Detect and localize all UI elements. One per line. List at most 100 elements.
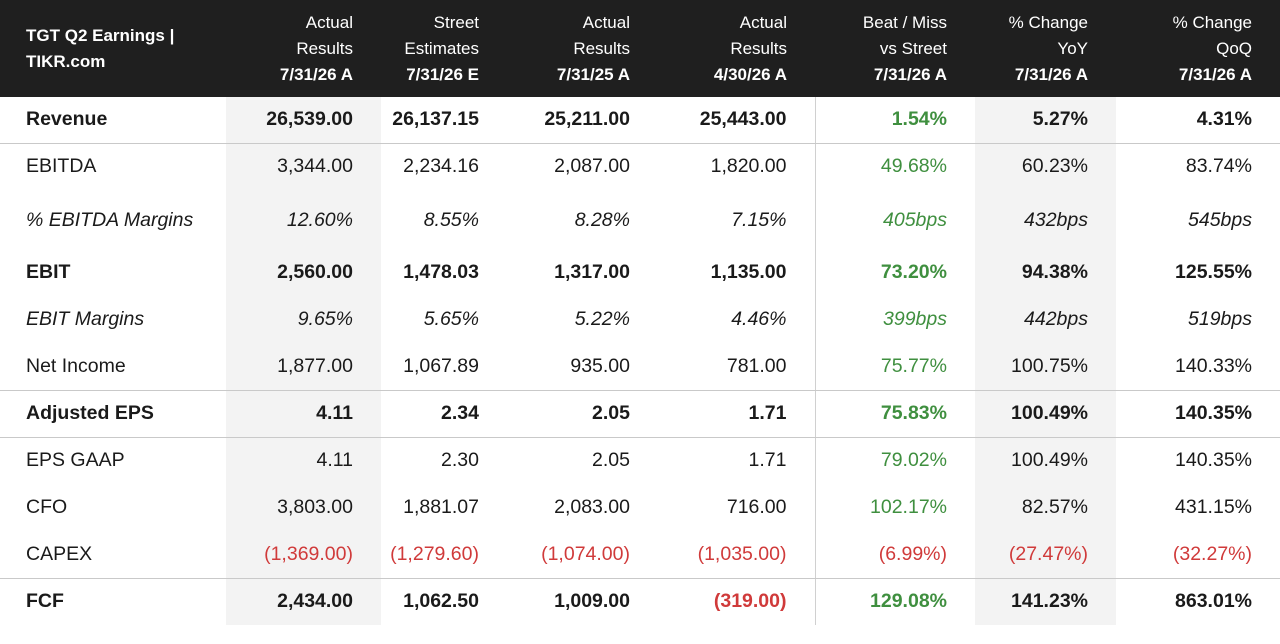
cell-estimate: 1,062.50 [403, 590, 479, 613]
row-label: EPS GAAP [26, 449, 125, 472]
cell-prior-year: 25,211.00 [507, 97, 658, 144]
cell-qoq: 83.74% [1185, 155, 1252, 178]
cell-estimate: 2.34 [381, 390, 507, 438]
table-row-ebitda-margins: % EBITDA Margins 12.60% 8.55% 8.28% 7.15… [0, 190, 1280, 249]
row-label: EBITDA [26, 155, 97, 178]
cell-qoq: (32.27%) [1116, 531, 1280, 579]
col-header-line1: Street [433, 12, 479, 32]
cell-prior-year: 5.22% [574, 308, 630, 330]
cell-estimate: 1,881.07 [403, 496, 479, 518]
cell-estimate: (1,279.60) [381, 531, 507, 579]
cell-actual: 2,560.00 [226, 249, 381, 296]
row-label: EBIT [26, 261, 71, 283]
cell-yoy: (27.47%) [975, 531, 1116, 579]
cell-prior-quarter: 1.71 [658, 390, 815, 438]
col-header-date: 7/31/26 E [406, 64, 479, 84]
table-row-eps-gaap: EPS GAAP 4.11 2.30 2.05 1.71 79.02% 100.… [0, 437, 1280, 484]
cell-qoq: 140.33% [1116, 343, 1280, 391]
cell-yoy: 141.23% [975, 578, 1116, 625]
cell-yoy: 60.23% [975, 143, 1116, 190]
cell-estimate: 1,478.03 [403, 261, 479, 283]
cell-estimate: 2,234.16 [403, 155, 479, 178]
cell-yoy: 442bps [975, 296, 1116, 343]
cell-prior-quarter: 25,443.00 [658, 97, 815, 144]
row-label: CFO [26, 496, 68, 518]
cell-estimate: 8.55% [423, 208, 479, 231]
cell-yoy: 100.75% [975, 343, 1116, 391]
col-header-actual-q1-26: Actual Results 4/30/26 A [658, 0, 815, 97]
cell-prior-quarter: 1,135.00 [710, 261, 787, 283]
cell-qoq: 140.35% [1116, 390, 1280, 438]
cell-prior-quarter: 4.46% [731, 308, 787, 330]
cell-prior-quarter: 781.00 [658, 343, 815, 391]
col-header-line1: % Change [1008, 12, 1088, 32]
col-header-line1: Beat / Miss [862, 12, 947, 32]
cell-beat-miss: 102.17% [814, 484, 975, 531]
col-header-line1: % Change [1172, 12, 1252, 32]
col-header-line2: Results [730, 38, 787, 58]
col-header-line2: vs Street [879, 38, 947, 58]
cell-actual: 2,434.00 [226, 578, 381, 625]
cell-actual: 9.65% [226, 296, 381, 343]
cell-prior-year: 1,317.00 [554, 261, 630, 283]
cell-prior-year: 2.05 [507, 390, 658, 438]
col-header-beat-miss: Beat / Miss vs Street 7/31/26 A [815, 0, 975, 97]
cell-beat-miss: (6.99%) [814, 531, 975, 579]
cell-actual: (1,369.00) [226, 531, 381, 579]
col-header-date: 4/30/26 A [713, 64, 787, 84]
row-label: EBIT Margins [26, 308, 145, 330]
title-line-1: TGT Q2 Earnings | [26, 25, 175, 45]
col-header-line2: Results [296, 38, 353, 58]
cell-prior-quarter: 7.15% [731, 208, 787, 231]
row-label: % EBITDA Margins [26, 208, 194, 231]
cell-prior-quarter: (1,035.00) [658, 531, 815, 579]
col-header-line2: YoY [1057, 38, 1088, 58]
row-label: Net Income [0, 343, 226, 391]
cell-qoq: 140.35% [1175, 449, 1252, 472]
row-label: CAPEX [0, 531, 226, 579]
cell-estimate: 5.65% [423, 308, 479, 330]
col-header-street-estimates: Street Estimates 7/31/26 E [381, 0, 507, 97]
table-title: TGT Q2 Earnings | TIKR.com [0, 0, 226, 97]
cell-prior-year: 8.28% [574, 208, 630, 231]
col-header-date: 7/31/26 A [873, 64, 947, 84]
row-label: Revenue [0, 97, 226, 144]
cell-prior-year: 2,083.00 [554, 496, 630, 518]
cell-yoy: 100.49% [975, 390, 1116, 438]
cell-estimate: 26,137.15 [381, 97, 507, 144]
col-header-date: 7/31/26 A [279, 64, 353, 84]
col-header-actual-q2-26: Actual Results 7/31/26 A [226, 0, 381, 97]
table-row-fcf: FCF 2,434.00 1,062.50 1,009.00 (319.00) … [0, 578, 1280, 625]
cell-beat-miss: 49.68% [814, 143, 975, 190]
table-row-ebitda: EBITDA 3,344.00 2,234.16 2,087.00 1,820.… [0, 143, 1280, 190]
cell-prior-year: 2,087.00 [554, 155, 630, 178]
earnings-table: TGT Q2 Earnings | TIKR.com Actual Result… [0, 0, 1280, 625]
row-label: Adjusted EPS [0, 390, 226, 438]
row-label: FCF [26, 590, 64, 613]
cell-qoq: 125.55% [1175, 261, 1252, 283]
cell-prior-year: (1,074.00) [507, 531, 658, 579]
cell-yoy: 100.49% [975, 437, 1116, 484]
cell-actual: 3,803.00 [226, 484, 381, 531]
table-row-net-income: Net Income 1,877.00 1,067.89 935.00 781.… [0, 343, 1280, 391]
cell-estimate: 2.30 [441, 449, 479, 472]
cell-prior-quarter: 1.71 [748, 449, 787, 472]
cell-actual: 12.60% [226, 190, 381, 249]
table-row-cfo: CFO 3,803.00 1,881.07 2,083.00 716.00 10… [0, 484, 1280, 531]
header-row: TGT Q2 Earnings | TIKR.com Actual Result… [0, 0, 1280, 97]
cell-qoq: 545bps [1188, 208, 1252, 231]
cell-qoq: 4.31% [1116, 97, 1280, 144]
cell-beat-miss: 75.77% [814, 343, 975, 391]
cell-beat-miss: 129.08% [814, 578, 975, 625]
cell-qoq: 863.01% [1175, 590, 1252, 613]
col-header-line1: Actual [582, 12, 630, 32]
col-header-change-yoy: % Change YoY 7/31/26 A [975, 0, 1116, 97]
col-header-date: 7/31/26 A [1178, 64, 1252, 84]
col-header-change-qoq: % Change QoQ 7/31/26 A [1116, 0, 1280, 97]
col-header-date: 7/31/26 A [1014, 64, 1088, 84]
cell-actual: 4.11 [226, 437, 381, 484]
col-header-line1: Actual [739, 12, 787, 32]
cell-beat-miss: 75.83% [814, 390, 975, 438]
cell-actual: 26,539.00 [226, 97, 381, 144]
cell-yoy: 5.27% [975, 97, 1116, 144]
